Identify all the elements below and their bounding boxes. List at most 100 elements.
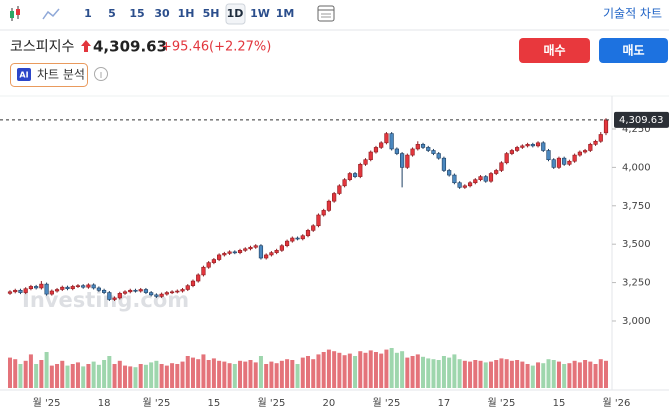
interval[interactable]: 1H <box>178 7 195 20</box>
volume-bar <box>530 365 535 388</box>
price: 4,309.63 <box>93 38 167 56</box>
volume-bar <box>180 361 185 388</box>
interval[interactable]: 5H <box>203 7 220 20</box>
candle-body <box>379 142 384 148</box>
candle-body <box>86 284 91 288</box>
candle-body <box>243 248 248 251</box>
volume-bar <box>49 365 54 388</box>
volume-bar <box>185 356 190 388</box>
volume-bar <box>347 353 352 388</box>
volume-bar <box>117 360 122 388</box>
x-tick-label: 월 '25 <box>257 397 285 409</box>
x-tick-label: 15 <box>208 398 221 409</box>
volume-bar <box>269 361 274 388</box>
info-icon[interactable] <box>94 67 108 81</box>
candle-body <box>352 173 358 177</box>
volume-bar <box>363 352 368 388</box>
volume-bar <box>190 357 195 388</box>
candle-body <box>546 150 551 161</box>
volume-bar <box>238 360 243 388</box>
volume-bar <box>468 361 473 388</box>
volume-bar <box>604 360 608 388</box>
candle-body <box>217 254 222 260</box>
candle-body <box>520 145 525 148</box>
x-tick-label: 15 <box>553 398 566 409</box>
candle-body <box>274 250 279 253</box>
x-tick-label: 20 <box>323 398 336 409</box>
interval[interactable]: 1W <box>250 7 270 20</box>
candle-body <box>185 285 190 290</box>
volume-bar <box>525 364 530 388</box>
candle-body <box>415 144 420 150</box>
candle-body <box>562 157 567 165</box>
volume-bar <box>499 358 504 388</box>
candle-body <box>447 170 452 176</box>
volume-bar <box>321 352 326 388</box>
candle-body <box>227 251 232 254</box>
interval[interactable]: 1 <box>84 7 92 20</box>
volume-bar <box>34 364 39 388</box>
volume-bar <box>588 361 593 388</box>
candle-body <box>133 289 138 292</box>
volume-bar <box>373 352 378 388</box>
candle-body <box>253 245 258 248</box>
candle-body <box>488 173 494 182</box>
candle-body <box>436 153 441 159</box>
x-tick-label: 월 '26 <box>603 397 631 409</box>
candle-body <box>577 151 582 156</box>
interval[interactable]: 1D <box>227 7 244 20</box>
candle-body <box>112 297 117 300</box>
volume-bar <box>332 351 337 388</box>
volume-bar <box>65 365 70 388</box>
candle-body <box>175 290 180 293</box>
volume-bar <box>248 360 253 388</box>
candle-body <box>373 147 379 153</box>
interval[interactable]: 5 <box>108 7 116 20</box>
candle-body <box>107 292 112 300</box>
x-tick-label: 17 <box>438 398 451 409</box>
volume-bar <box>478 360 483 388</box>
y-tick-label: 4,000 <box>622 162 651 173</box>
x-tick-label: 월 '25 <box>142 397 170 409</box>
volume-bar <box>556 361 561 388</box>
candle-body <box>326 200 332 211</box>
candle-body <box>593 140 598 145</box>
interval[interactable]: 1M <box>276 7 295 20</box>
table-icon[interactable] <box>317 5 335 22</box>
selected-interval <box>225 3 246 25</box>
area-icon[interactable] <box>42 8 60 20</box>
sell-button[interactable] <box>599 38 668 63</box>
volume-bar <box>86 364 91 388</box>
candle-body <box>159 293 164 297</box>
volume-bar <box>96 364 101 388</box>
candle-body <box>102 289 107 293</box>
candle-body <box>572 154 577 162</box>
candle-body <box>603 119 609 134</box>
candle-icon[interactable] <box>10 6 20 21</box>
volume-bar <box>112 364 117 388</box>
volume-bar <box>342 355 347 388</box>
volume-bar <box>28 354 33 388</box>
candle-body <box>143 289 149 293</box>
candle-body <box>541 142 546 151</box>
change-pct: (+2.27%) <box>209 40 271 55</box>
x-tick-label: 18 <box>98 398 111 409</box>
interval[interactable]: 30 <box>154 7 170 20</box>
technical-link[interactable]: 기술적 차트 <box>603 7 662 21</box>
candle-body <box>75 285 81 287</box>
candle-body <box>467 182 473 187</box>
candle-body <box>34 286 39 289</box>
volume-bar <box>421 356 426 388</box>
volume-bar <box>258 356 263 388</box>
candle-body <box>91 284 96 289</box>
volume-bar <box>515 360 520 388</box>
interval[interactable]: 15 <box>129 7 144 20</box>
volume-bar <box>143 364 148 388</box>
candle-body <box>431 150 436 154</box>
volume-bar <box>431 359 436 388</box>
buy-button[interactable] <box>519 38 590 63</box>
volume-bar <box>102 360 107 388</box>
candle-body <box>54 289 60 292</box>
candle-body <box>332 193 337 202</box>
